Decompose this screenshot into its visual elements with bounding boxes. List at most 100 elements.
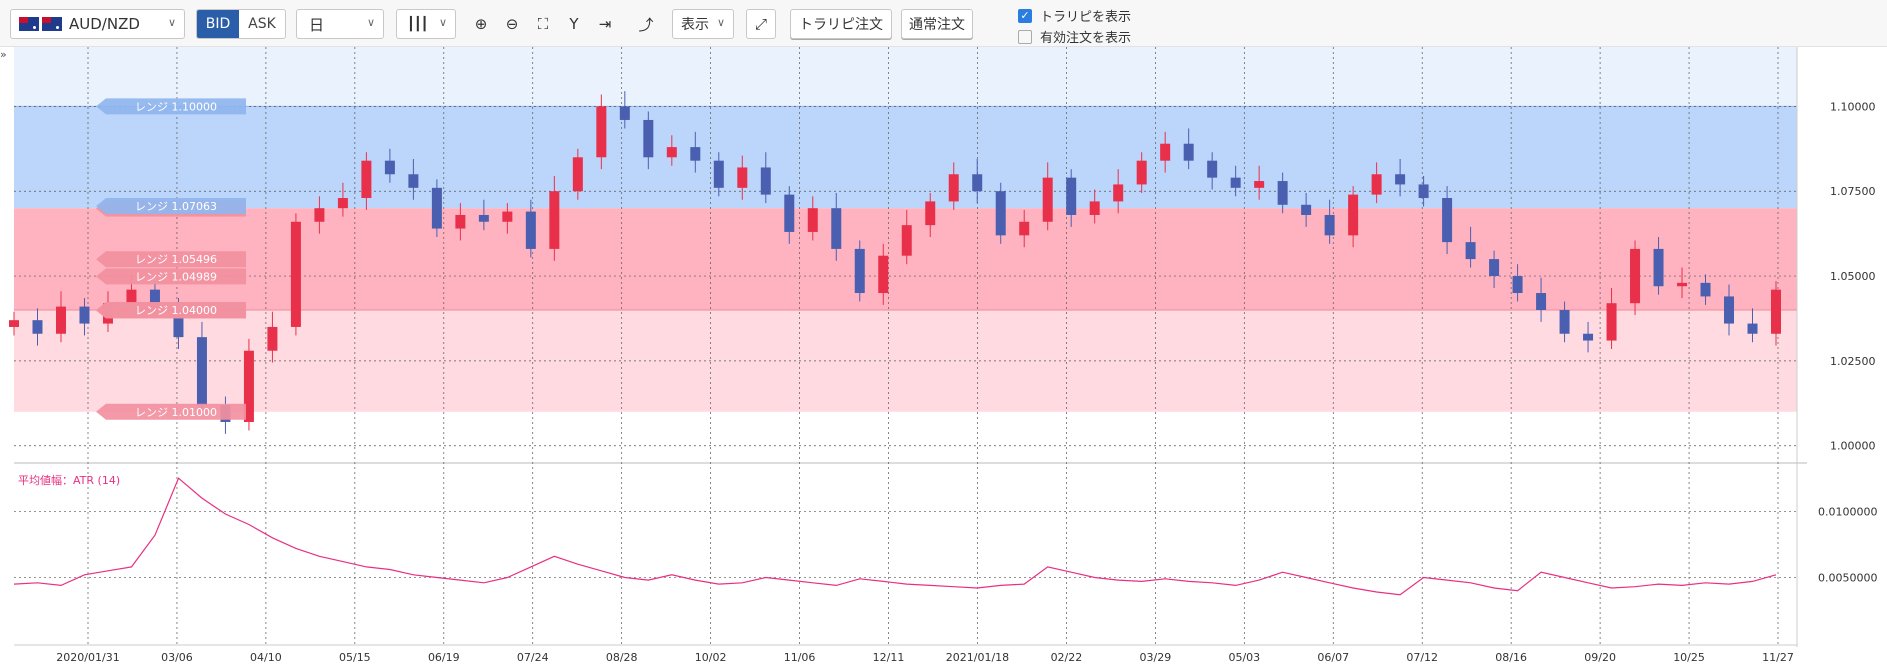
- x-tick-label: 08/28: [606, 651, 638, 664]
- candle-body: [1160, 143, 1171, 161]
- candle-body: [337, 198, 348, 209]
- scroll-to-latest-icon[interactable]: ⇥: [598, 15, 612, 33]
- fit-screen-icon[interactable]: ⛶: [537, 15, 549, 33]
- australia-flag-icon: [19, 17, 39, 31]
- candle-body: [948, 174, 959, 202]
- candle-body: [1677, 282, 1688, 287]
- x-tick-label: 03/06: [161, 651, 193, 664]
- chevron-down-icon: ∨: [438, 16, 447, 29]
- candle-body: [361, 160, 372, 199]
- candle-body: [807, 208, 818, 232]
- candle-body: [1113, 184, 1124, 202]
- candle-body: [1136, 160, 1147, 185]
- candle-body: [79, 306, 90, 324]
- range-label-tag: [96, 403, 246, 420]
- price-tick-label: 1.05000: [1830, 270, 1876, 283]
- currency-pair-select[interactable]: AUD/NZD ∨: [10, 9, 185, 39]
- candle-body: [173, 309, 184, 338]
- candle-body: [1653, 248, 1664, 287]
- candle-body: [1207, 160, 1218, 178]
- candle-body: [525, 211, 536, 249]
- candle-body: [478, 214, 489, 222]
- candle-body: [690, 147, 701, 161]
- add-indicator-icon[interactable]: ⤴: [638, 15, 654, 34]
- range-label-tag: [96, 268, 246, 285]
- range-band: [14, 106, 1797, 209]
- candle-body: [126, 289, 137, 304]
- candle-body: [901, 225, 912, 256]
- zoom-out-icon[interactable]: ⊖: [505, 15, 519, 33]
- candle-body: [384, 160, 395, 175]
- display-menu[interactable]: 表示 ∨: [672, 9, 734, 39]
- checkbox-icon: [1018, 29, 1032, 44]
- show-trarep-checkbox[interactable]: ✓ トラリピを表示: [1018, 6, 1131, 25]
- candle-body: [267, 326, 278, 351]
- candle-body: [1254, 181, 1265, 188]
- x-tick-label: 06/07: [1317, 651, 1349, 664]
- range-label-text: レンジ 1.10000: [135, 100, 217, 113]
- atr-tick-label: 0.0050000: [1818, 571, 1878, 584]
- candle-body: [1089, 201, 1100, 215]
- x-tick-label: 07/24: [517, 651, 549, 664]
- zoom-in-icon[interactable]: ⊕: [474, 15, 488, 33]
- candle-body: [1066, 177, 1077, 215]
- candle-body: [1536, 293, 1547, 310]
- candle-body: [455, 214, 466, 229]
- candle-body: [1465, 242, 1476, 260]
- normal-order-button[interactable]: 通常注文: [901, 9, 973, 39]
- period-select[interactable]: 日 ∨: [296, 9, 384, 39]
- range-label-tag: [96, 198, 246, 215]
- candle-body: [1395, 174, 1406, 185]
- candle-body: [1512, 276, 1523, 294]
- candle-body: [290, 221, 301, 327]
- x-tick-label: 05/03: [1228, 651, 1260, 664]
- x-tick-label: 05/15: [339, 651, 371, 664]
- candle-body: [1019, 221, 1030, 236]
- show-active-label: 有効注文を表示: [1040, 31, 1132, 46]
- price-tick-label: 1.10000: [1830, 100, 1876, 113]
- candle-body: [572, 157, 583, 192]
- trarep-order-button[interactable]: トラリピ注文: [790, 9, 892, 39]
- show-active-checkbox[interactable]: 有効注文を表示: [1018, 27, 1131, 46]
- candle-body: [596, 106, 607, 158]
- x-tick-label: 06/19: [428, 651, 460, 664]
- candle-body: [149, 289, 160, 310]
- range-band: [14, 208, 1797, 310]
- candle-body: [9, 320, 19, 327]
- auto-scale-icon[interactable]: Y: [569, 15, 579, 33]
- candle-body: [1230, 177, 1241, 188]
- expand-icon[interactable]: ⤢: [746, 9, 776, 39]
- x-tick-label: 08/16: [1495, 651, 1527, 664]
- candle-body: [619, 106, 630, 120]
- collapse-panel-icon[interactable]: »: [0, 48, 7, 61]
- checkmark-icon: ✓: [1018, 8, 1032, 23]
- price-tick-label: 1.02500: [1830, 355, 1876, 368]
- candle-body: [55, 306, 66, 334]
- candle-body: [1442, 198, 1453, 243]
- x-tick-label: 07/12: [1406, 651, 1438, 664]
- candle-body: [1301, 204, 1312, 215]
- bid-ask-toggle: BID ASK: [196, 9, 286, 39]
- candle-body: [1277, 181, 1288, 205]
- candle-body: [1747, 323, 1758, 334]
- x-tick-label: 2020/01/31: [56, 651, 119, 664]
- top-area: [14, 47, 1797, 107]
- candle-body: [666, 147, 677, 158]
- candle-body: [1348, 194, 1359, 236]
- chart-type-select[interactable]: ┃┃┃ ∨: [396, 9, 456, 39]
- candle-body: [1583, 333, 1594, 341]
- candle-body: [784, 194, 795, 232]
- candle-body: [1324, 214, 1335, 236]
- candle-body: [32, 320, 43, 334]
- bid-button[interactable]: BID: [197, 10, 239, 38]
- range-label-text: レンジ 1.04000: [135, 304, 217, 317]
- candle-body: [314, 208, 325, 222]
- candle-body: [1606, 303, 1617, 341]
- range-label-text: レンジ 1.05496: [135, 253, 217, 266]
- x-tick-label: 12/11: [873, 651, 905, 664]
- ask-button[interactable]: ASK: [248, 16, 276, 32]
- range-label-text: レンジ 1.04989: [135, 270, 217, 283]
- atr-indicator-label: 平均値幅：ATR (14): [18, 474, 120, 487]
- candlestick-icon: ┃┃┃: [407, 16, 429, 32]
